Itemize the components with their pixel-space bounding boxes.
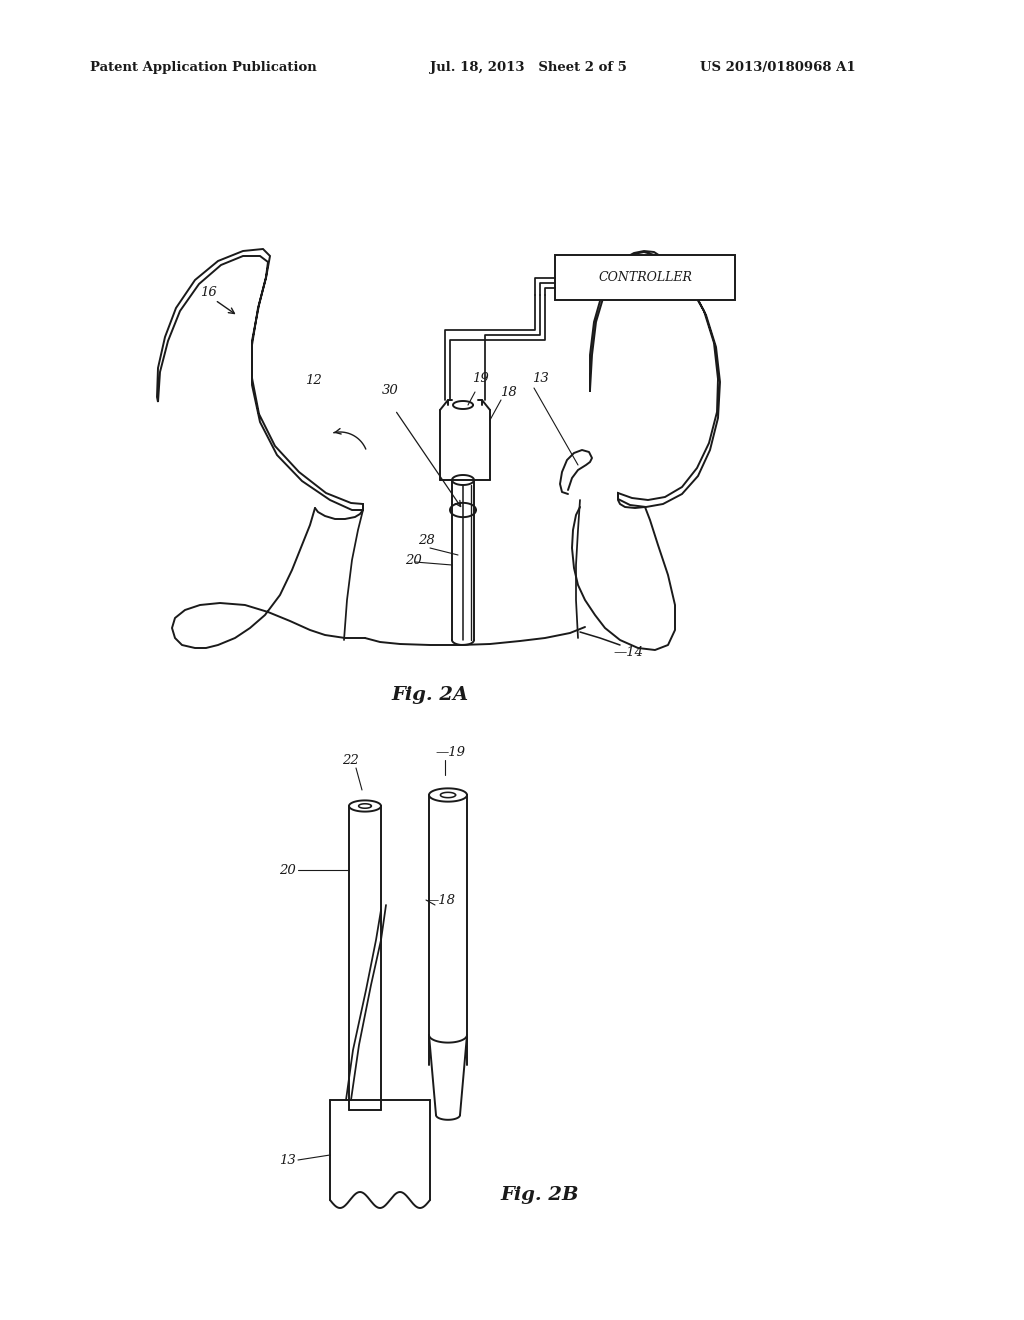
Text: —18: —18 <box>425 894 455 907</box>
Text: 13: 13 <box>532 371 549 384</box>
Text: 20: 20 <box>406 553 422 566</box>
Text: US 2013/0180968 A1: US 2013/0180968 A1 <box>700 62 856 74</box>
Text: 20: 20 <box>280 863 296 876</box>
Text: 16: 16 <box>200 285 217 298</box>
Text: 18: 18 <box>500 385 517 399</box>
Text: 22: 22 <box>342 754 358 767</box>
Text: —19: —19 <box>435 746 465 759</box>
Text: Fig. 2B: Fig. 2B <box>500 1185 579 1204</box>
Text: 19: 19 <box>472 371 488 384</box>
Text: 13: 13 <box>280 1154 296 1167</box>
Text: 30: 30 <box>382 384 398 396</box>
Text: Patent Application Publication: Patent Application Publication <box>90 62 316 74</box>
Text: CONTROLLER: CONTROLLER <box>598 271 692 284</box>
Polygon shape <box>157 249 362 510</box>
Polygon shape <box>590 251 720 507</box>
Text: Fig. 2A: Fig. 2A <box>391 686 469 704</box>
Bar <box>555 255 735 300</box>
Text: Jul. 18, 2013   Sheet 2 of 5: Jul. 18, 2013 Sheet 2 of 5 <box>430 62 627 74</box>
Text: 28: 28 <box>418 533 435 546</box>
Text: 12: 12 <box>305 374 322 387</box>
Text: —14: —14 <box>614 645 644 659</box>
